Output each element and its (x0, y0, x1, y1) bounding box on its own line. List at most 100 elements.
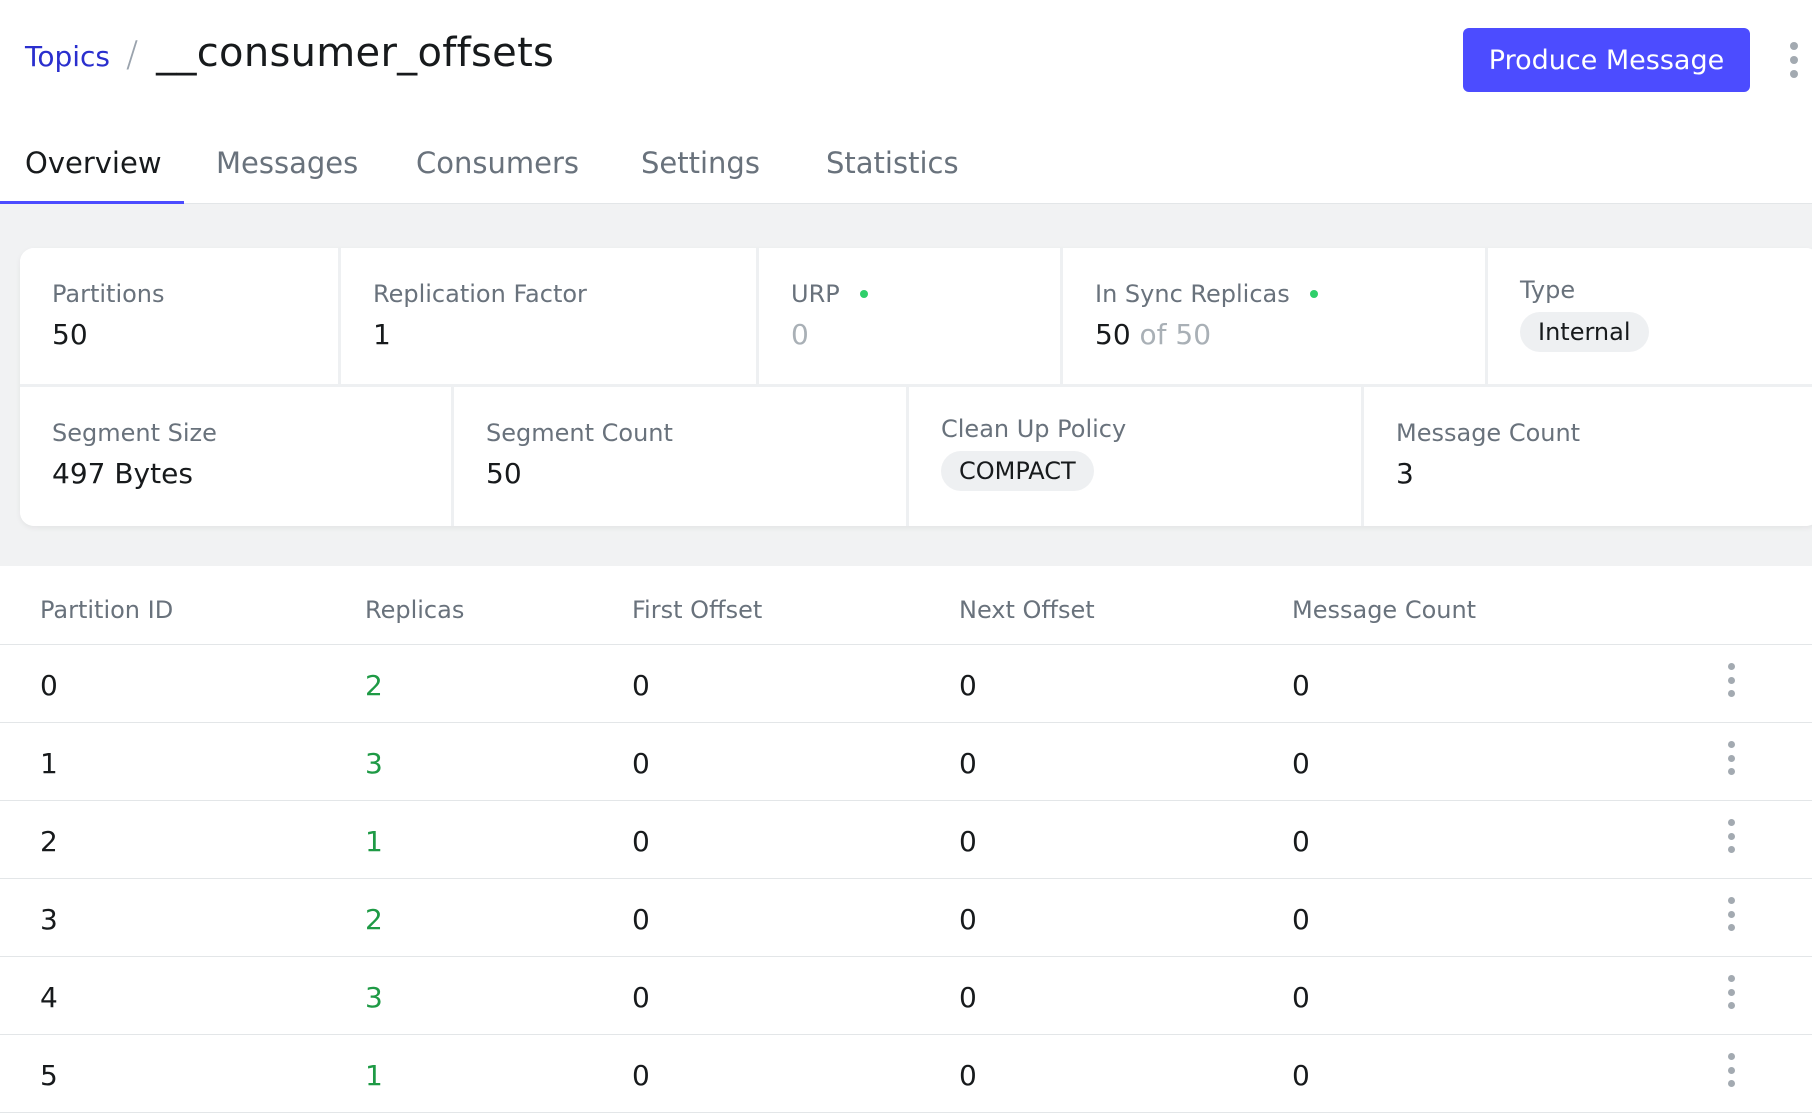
metrics-section: Partitions 50 Replication Factor 1 URP 0… (0, 204, 1812, 566)
page-title: __consumer_offsets (156, 30, 555, 76)
metric-value: 1 (373, 318, 391, 351)
metric-value: 0 (791, 318, 809, 351)
message-count: 0 (1292, 747, 1310, 780)
column-header-first-offset[interactable]: First Offset (632, 596, 763, 624)
dot (1727, 819, 1735, 826)
tab-messages[interactable]: Messages (216, 146, 359, 180)
divider (20, 384, 1812, 387)
metric-value: 497 Bytes (52, 457, 193, 490)
next-offset: 0 (959, 825, 977, 858)
dot (1727, 846, 1735, 853)
metric-label-text: In Sync Replicas (1095, 280, 1290, 308)
metric-message-count: Message Count 3 (1364, 387, 1812, 526)
divider (451, 387, 454, 526)
metric-cleanup-policy: Clean Up Policy COMPACT (909, 387, 1361, 526)
metric-replication-factor: Replication Factor 1 (341, 248, 756, 384)
replicas-count: 2 (365, 903, 383, 936)
tab-consumers[interactable]: Consumers (416, 146, 579, 180)
first-offset: 0 (632, 903, 650, 936)
more-actions-icon[interactable] (1788, 42, 1800, 78)
divider (338, 248, 341, 384)
metric-partitions: Partitions 50 (20, 248, 338, 384)
type-badge: Internal (1520, 312, 1649, 352)
produce-message-button[interactable]: Produce Message (1463, 28, 1750, 92)
row-actions-icon[interactable] (1726, 819, 1736, 853)
breadcrumb: Topics / __consumer_offsets (25, 30, 554, 76)
tab-settings[interactable]: Settings (641, 146, 760, 180)
dot (1790, 70, 1798, 78)
message-count: 0 (1292, 981, 1310, 1014)
replicas-count: 3 (365, 981, 383, 1014)
metric-value: 50 (486, 457, 522, 490)
table-row[interactable]: 1 3 0 0 0 (0, 723, 1812, 801)
partition-id: 5 (40, 1059, 58, 1092)
dot (1727, 676, 1735, 684)
first-offset: 0 (632, 669, 650, 702)
next-offset: 0 (959, 1059, 977, 1092)
status-dot-icon (859, 290, 868, 298)
column-header-partition-id[interactable]: Partition ID (40, 596, 174, 624)
replicas-count: 3 (365, 747, 383, 780)
metric-value: 50 of 50 (1095, 318, 1211, 351)
replicas-count: 1 (365, 825, 383, 858)
row-actions-icon[interactable] (1726, 1053, 1736, 1087)
tab-bar: Overview Messages Consumers Settings Sta… (0, 110, 1812, 204)
first-offset: 0 (632, 747, 650, 780)
first-offset: 0 (632, 981, 650, 1014)
dot (1727, 924, 1735, 931)
row-actions-icon[interactable] (1726, 975, 1736, 1009)
divider (1060, 248, 1063, 384)
dot (1790, 42, 1798, 50)
partitions-table: Partition ID Replicas First Offset Next … (0, 566, 1812, 1113)
partition-id: 3 (40, 903, 58, 936)
metric-label-text: URP (791, 280, 840, 308)
dot (1727, 1080, 1735, 1087)
column-header-message-count[interactable]: Message Count (1292, 596, 1477, 624)
dot (1727, 988, 1735, 996)
tab-statistics[interactable]: Statistics (826, 146, 959, 180)
page-header: Topics / __consumer_offsets Produce Mess… (0, 0, 1812, 110)
tab-overview[interactable]: Overview (25, 146, 162, 180)
row-actions-icon[interactable] (1726, 741, 1736, 775)
message-count: 0 (1292, 1059, 1310, 1092)
divider (906, 387, 909, 526)
metric-type: Type Internal (1488, 248, 1812, 384)
partition-id: 4 (40, 981, 58, 1014)
metric-segment-count: Segment Count 50 (454, 387, 906, 526)
table-row[interactable]: 3 2 0 0 0 (0, 879, 1812, 957)
dot (1727, 1066, 1735, 1074)
message-count: 0 (1292, 903, 1310, 936)
metric-label: Partitions (52, 280, 165, 308)
next-offset: 0 (959, 903, 977, 936)
next-offset: 0 (959, 669, 977, 702)
column-header-next-offset[interactable]: Next Offset (959, 596, 1095, 624)
table-header: Partition ID Replicas First Offset Next … (0, 566, 1812, 645)
partition-id: 0 (40, 669, 58, 702)
dot (1727, 832, 1735, 840)
table-row[interactable]: 4 3 0 0 0 (0, 957, 1812, 1035)
table-row[interactable]: 2 1 0 0 0 (0, 801, 1812, 879)
breadcrumb-topics-link[interactable]: Topics (25, 40, 111, 73)
metric-label: Segment Count (486, 419, 673, 447)
metric-urp: URP 0 (759, 248, 1060, 384)
in-sync-total: of 50 (1139, 318, 1212, 351)
divider (1361, 387, 1364, 526)
metric-label: Replication Factor (373, 280, 587, 308)
message-count: 0 (1292, 825, 1310, 858)
message-count: 0 (1292, 669, 1310, 702)
column-header-replicas[interactable]: Replicas (365, 596, 465, 624)
metric-label: Clean Up Policy (941, 415, 1127, 443)
first-offset: 0 (632, 1059, 650, 1092)
row-actions-icon[interactable] (1726, 663, 1736, 697)
partition-id: 2 (40, 825, 58, 858)
divider (756, 248, 759, 384)
dot (1727, 768, 1735, 775)
table-row[interactable]: 0 2 0 0 0 (0, 645, 1812, 723)
row-actions-icon[interactable] (1726, 897, 1736, 931)
status-dot-icon (1309, 290, 1318, 298)
table-row[interactable]: 5 1 0 0 0 (0, 1035, 1812, 1113)
metric-label: Segment Size (52, 419, 217, 447)
breadcrumb-separator: / (126, 34, 139, 75)
metrics-card: Partitions 50 Replication Factor 1 URP 0… (20, 248, 1812, 526)
in-sync-count: 50 (1095, 318, 1131, 351)
